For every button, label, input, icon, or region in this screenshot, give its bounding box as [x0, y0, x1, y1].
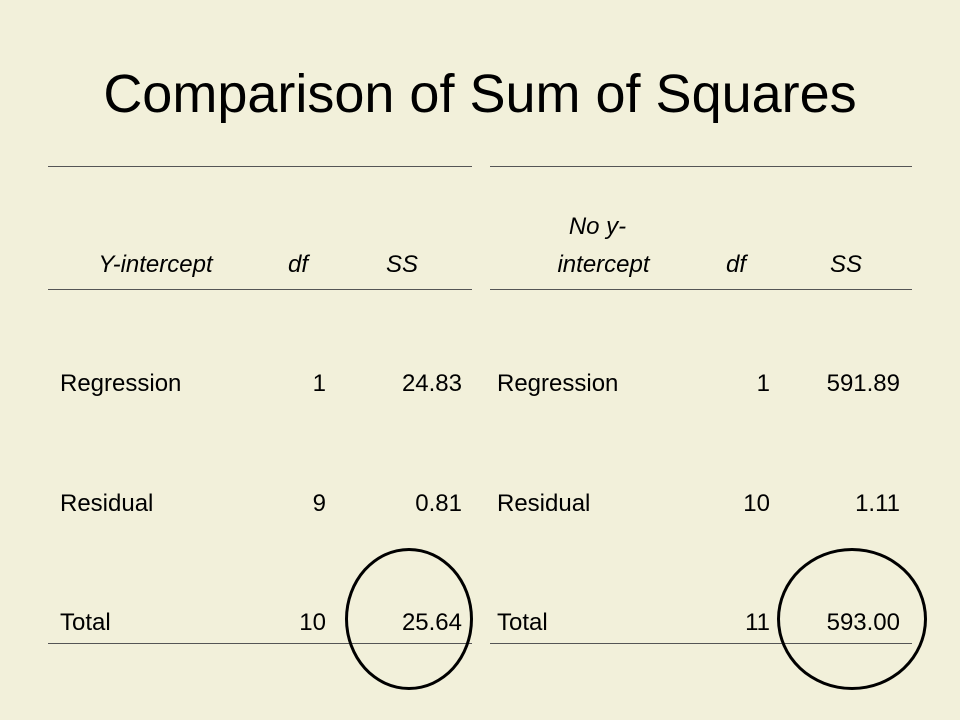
right-row-label: Residual [497, 490, 591, 517]
left-row-label: Total [60, 609, 111, 636]
left-row-df: 9 [312, 490, 326, 517]
right-header-df: df [725, 251, 746, 278]
left-total-circle [345, 548, 473, 690]
right-row-ss: 1.11 [855, 490, 900, 517]
page-title: Comparison of Sum of Squares [103, 64, 857, 124]
left-row-label: Residual [60, 490, 154, 517]
right-header-intercept-line2: intercept [557, 251, 650, 278]
right-table-top-rule [490, 166, 912, 167]
right-table-header-rule [490, 289, 912, 290]
left-table-top-rule [48, 166, 472, 167]
right-row-ss: 591.89 [826, 370, 900, 397]
right-header-intercept-line1: No y- [568, 213, 627, 240]
left-header-df: df [287, 251, 308, 278]
left-row-ss: 24.83 [401, 370, 462, 397]
left-row-df: 10 [299, 609, 326, 636]
right-table-bottom-rule [490, 643, 912, 644]
right-total-circle [777, 548, 927, 690]
right-header-ss: SS [829, 251, 862, 278]
left-row-label: Regression [60, 370, 182, 397]
left-row-df: 1 [312, 370, 326, 397]
right-row-label: Total [497, 609, 548, 636]
left-table-bottom-rule [48, 643, 472, 644]
left-row-ss: 0.81 [415, 490, 462, 517]
right-row-df: 11 [745, 609, 770, 636]
left-header-intercept: Y-intercept [98, 251, 213, 278]
left-header-ss: SS [385, 251, 418, 278]
left-table-header-rule [48, 289, 472, 290]
right-row-df: 10 [743, 490, 770, 517]
right-row-df: 1 [756, 370, 770, 397]
right-row-label: Regression [497, 370, 619, 397]
